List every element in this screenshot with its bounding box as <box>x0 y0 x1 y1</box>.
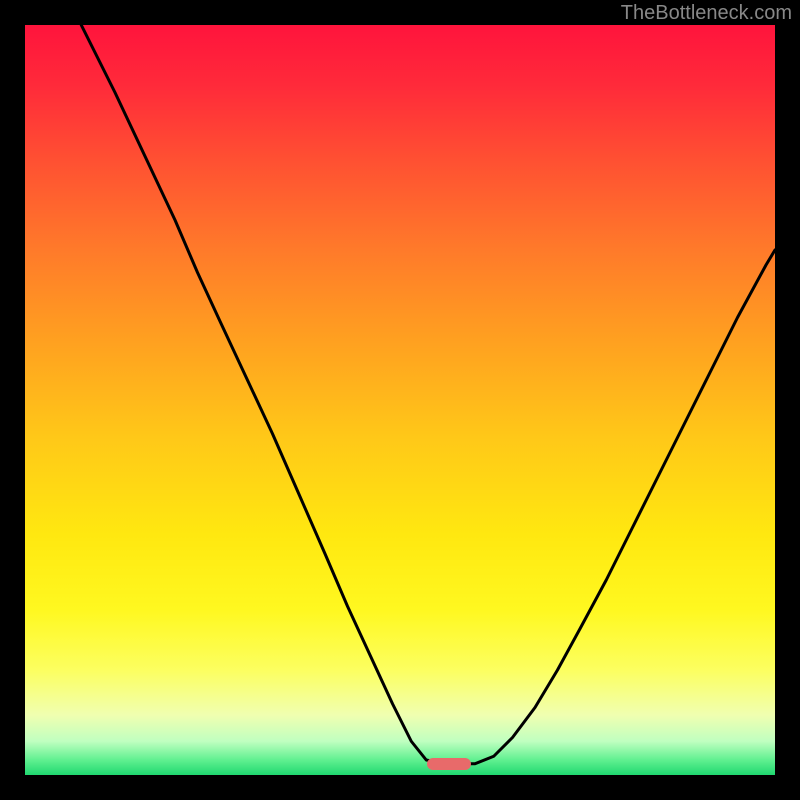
watermark-text: TheBottleneck.com <box>621 2 792 25</box>
chart-plot-area <box>25 25 775 775</box>
optimal-point-marker <box>427 758 471 770</box>
bottleneck-curve <box>25 25 775 775</box>
